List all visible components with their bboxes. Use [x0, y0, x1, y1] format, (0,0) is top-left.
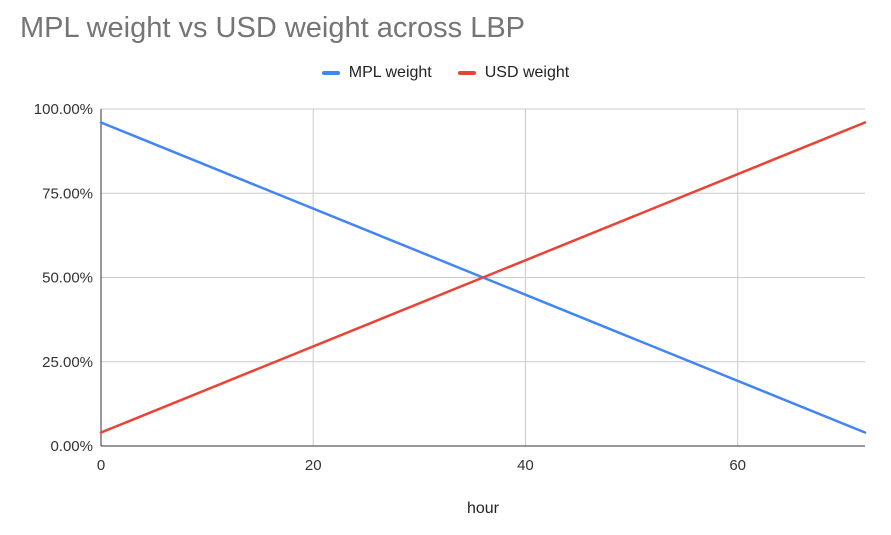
y-tick-label: 100.00% [34, 101, 93, 118]
y-tick-label: 25.00% [42, 354, 93, 371]
x-tick-label: 60 [729, 457, 746, 474]
legend-swatch-mpl-weight [321, 71, 340, 75]
x-tick-label: 20 [305, 457, 322, 474]
legend: MPL weight USD weight [0, 62, 891, 84]
y-tick-label: 75.00% [42, 185, 93, 202]
legend-label-usd-weight: USD weight [484, 64, 570, 81]
chart-title: MPL weight vs USD weight across LBP [20, 12, 526, 44]
x-tick-label: 0 [97, 457, 105, 474]
series-line-usd-weight [99, 121, 867, 434]
legend-label-mpl-weight: MPL weight [348, 64, 432, 81]
legend-swatch-usd-weight [457, 71, 476, 75]
x-axis-title: hour [467, 500, 500, 517]
y-tick-label: 50.00% [42, 270, 93, 287]
legend-item-usd-weight: USD weight [457, 64, 570, 82]
x-tick-label: 40 [517, 457, 534, 474]
legend-item-mpl-weight: MPL weight [321, 64, 432, 82]
y-tick-label: 0.00% [50, 438, 93, 455]
